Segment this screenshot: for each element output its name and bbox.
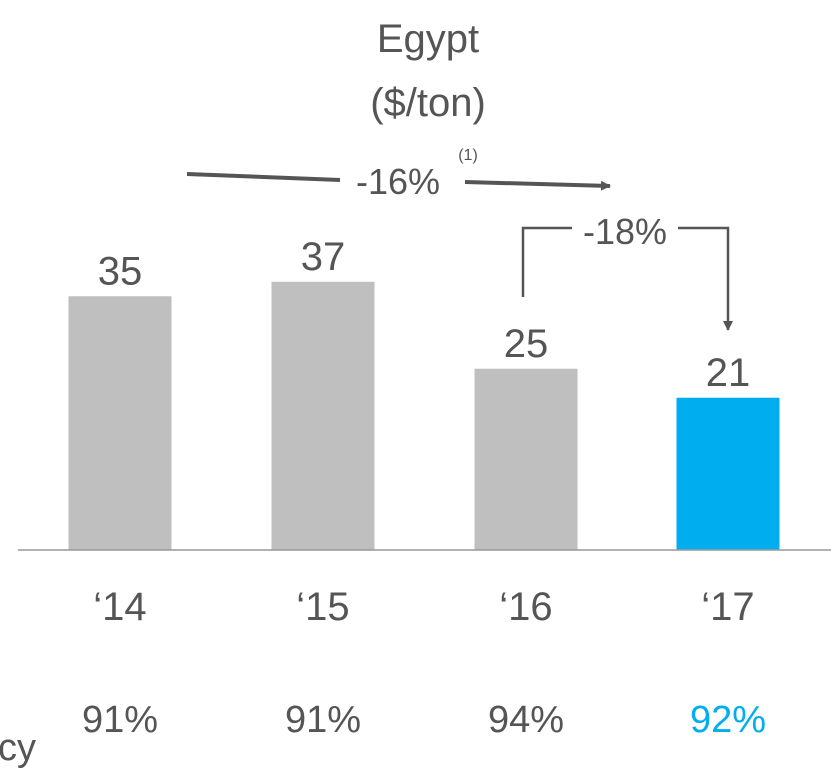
secondary-value-0: 91% bbox=[82, 699, 158, 741]
category-label-0: ‘14 bbox=[93, 585, 146, 629]
bar-2 bbox=[474, 368, 578, 550]
last-year-change-label: -18% bbox=[583, 211, 667, 252]
bar-3 bbox=[676, 397, 780, 550]
overall-change-footnote: (1) bbox=[458, 147, 478, 164]
secondary-value-2: 94% bbox=[488, 699, 564, 741]
category-label-2: ‘16 bbox=[499, 585, 552, 629]
category-label-1: ‘15 bbox=[296, 585, 349, 629]
value-label-3: 21 bbox=[706, 351, 751, 395]
secondary-row-values: 91% 91% 94% 92% bbox=[82, 699, 766, 741]
overall-change-label: -16% bbox=[356, 161, 440, 202]
overall-change-arrow bbox=[464, 180, 611, 191]
last-year-change-bracket-right bbox=[678, 226, 733, 331]
secondary-row-label: cy bbox=[0, 727, 36, 769]
chart-title: Egypt bbox=[377, 17, 479, 61]
secondary-value-3: 92% bbox=[690, 699, 766, 741]
chart-subtitle: ($/ton) bbox=[370, 81, 486, 125]
category-label-3: ‘17 bbox=[701, 585, 754, 629]
bars-group: 35 ‘14 37 ‘15 25 ‘16 21 ‘17 bbox=[68, 235, 780, 629]
last-year-change-bracket-left bbox=[521, 226, 572, 297]
value-label-0: 35 bbox=[98, 249, 143, 293]
secondary-value-1: 91% bbox=[285, 699, 361, 741]
bar-1 bbox=[271, 281, 375, 550]
value-label-1: 37 bbox=[301, 235, 346, 279]
overall-change-line-left bbox=[186, 172, 341, 182]
bar-0 bbox=[68, 296, 172, 550]
value-label-2: 25 bbox=[504, 322, 549, 366]
